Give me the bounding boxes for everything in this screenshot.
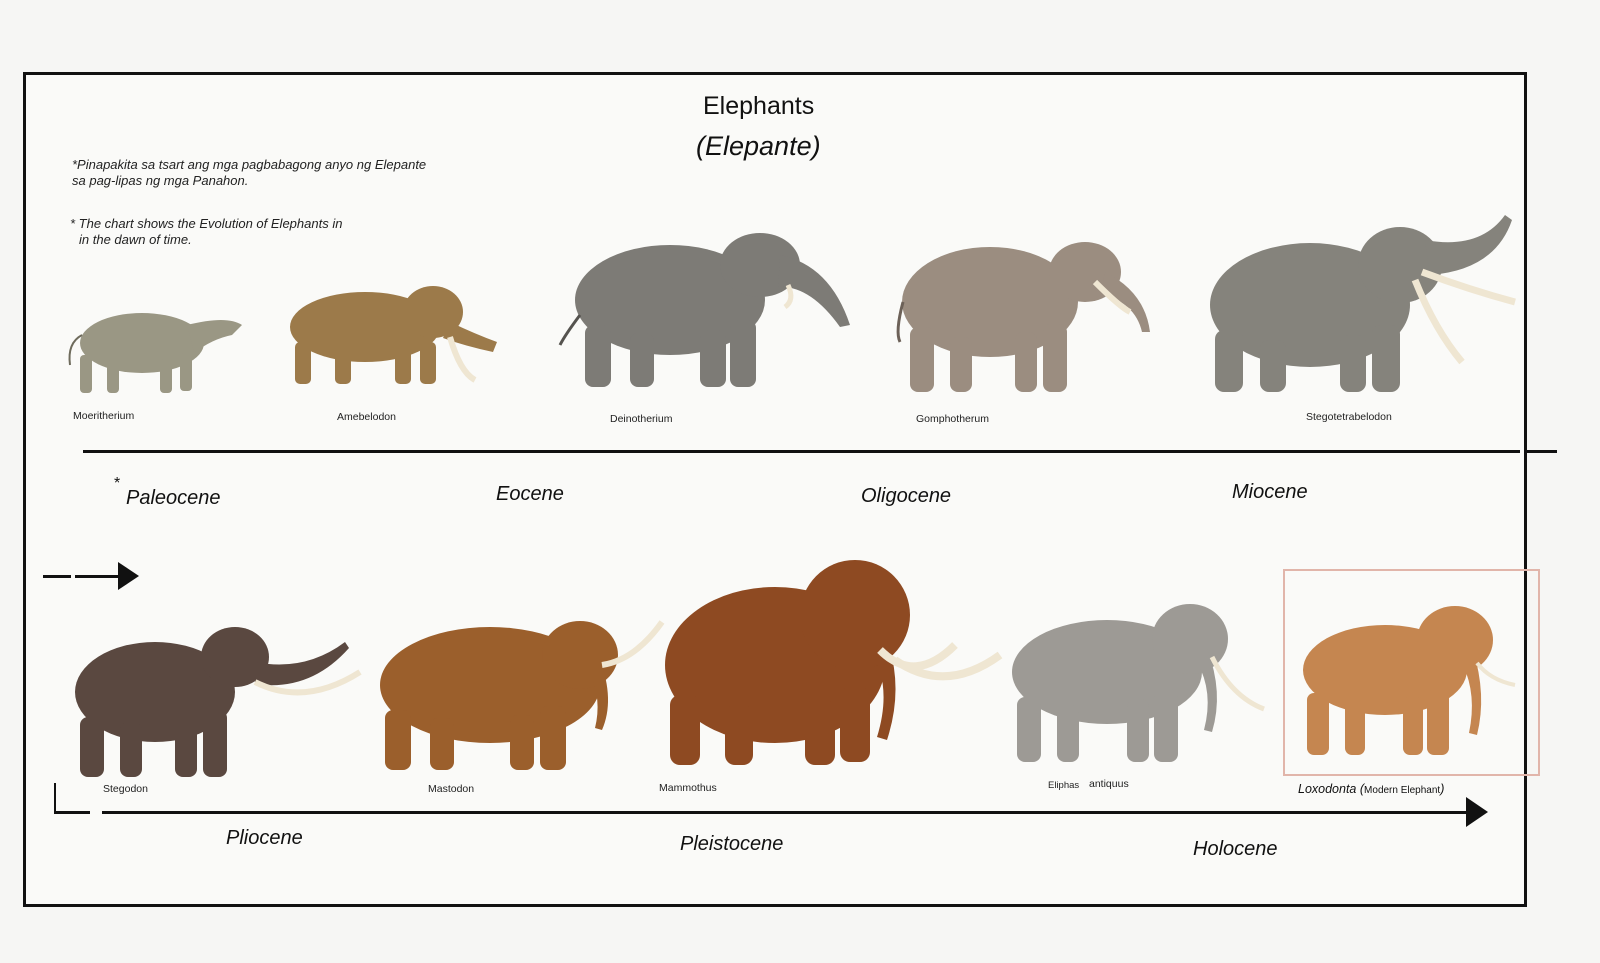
label-loxodonta: Loxodonta (Modern Elephant) <box>1298 782 1444 796</box>
note-tagalog-line1: *Pinapakita sa tsart ang mga pagbabagong… <box>72 157 427 172</box>
top-timeline-dash <box>1527 450 1557 453</box>
paleocene-asterisk: * <box>114 475 121 492</box>
mammothus-illustration <box>665 560 1003 765</box>
eliphas-antiquus-illustration <box>1012 604 1265 762</box>
modern-elephant-highlight-box <box>1283 569 1540 776</box>
label-loxodonta-note: Modern Elephant <box>1364 785 1441 796</box>
note-tagalog-line2: sa pag-lipas ng mga Panahon. <box>72 173 249 188</box>
label-antiquus: antiquus <box>1089 778 1129 790</box>
label-deinotherium: Deinotherium <box>610 413 673 425</box>
amebelodon-illustration <box>290 286 497 384</box>
moeritherium-body <box>80 313 242 393</box>
stegotetrabelodon-illustration <box>1210 215 1516 392</box>
era-oligocene: Oligocene <box>861 485 952 507</box>
chart-frame <box>23 72 1527 907</box>
continuation-arrowhead-icon <box>118 562 139 590</box>
continuation-dash <box>43 575 71 578</box>
label-loxodonta-paren-close: ) <box>1440 782 1445 796</box>
timeline-arrowhead-icon <box>1466 797 1488 827</box>
top-timeline-line <box>83 450 1520 453</box>
note-english: * The chart shows the Evolution of Eleph… <box>70 216 342 248</box>
era-pleistocene: Pleistocene <box>680 833 784 855</box>
label-stegodon: Stegodon <box>103 783 148 795</box>
bottom-bracket-horizontal <box>54 811 90 814</box>
loxodonta-illustration <box>1303 606 1516 755</box>
label-stegotetrabelodon: Stegotetrabelodon <box>1306 411 1392 423</box>
label-loxodonta-main: Loxodonta <box>1298 782 1357 796</box>
label-loxodonta-paren-open: ( <box>1359 782 1365 796</box>
era-eocene: Eocene <box>496 483 564 505</box>
stegodon-illustration <box>75 627 362 777</box>
era-holocene: Holocene <box>1193 838 1278 860</box>
label-moeritherium: Moeritherium <box>73 410 135 422</box>
mastodon-illustration <box>380 620 665 770</box>
label-mammothus: Mammothus <box>659 782 717 794</box>
era-pliocene: Pliocene <box>226 827 303 849</box>
bottom-timeline-line <box>102 811 1470 814</box>
moeritherium-illustration <box>68 313 242 393</box>
chart-subtitle: (Elepante) <box>696 131 821 161</box>
label-eliphas: Eliphas <box>1048 780 1080 791</box>
label-mastodon: Mastodon <box>428 783 475 795</box>
label-gomphotherum: Gomphotherum <box>916 413 989 425</box>
deinotherium-illustration <box>558 233 850 387</box>
bottom-bracket-vertical <box>54 783 56 813</box>
label-amebelodon: Amebelodon <box>337 411 396 423</box>
chart-title: Elephants <box>703 92 815 120</box>
era-miocene: Miocene <box>1232 481 1308 503</box>
note-tagalog: *Pinapakita sa tsart ang mga pagbabagong… <box>72 157 426 189</box>
gomphotherum-illustration <box>896 242 1150 392</box>
note-english-line2: in the dawn of time. <box>79 232 192 247</box>
note-english-line1: * The chart shows the Evolution of Eleph… <box>70 216 343 231</box>
continuation-arrow-shaft <box>75 575 119 578</box>
era-paleocene: Paleocene <box>126 487 221 509</box>
